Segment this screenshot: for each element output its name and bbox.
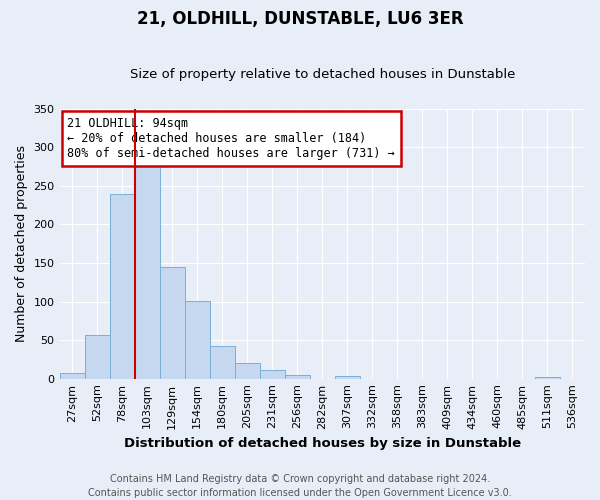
Bar	[134, 154, 160, 378]
Text: Contains HM Land Registry data © Crown copyright and database right 2024.
Contai: Contains HM Land Registry data © Crown c…	[88, 474, 512, 498]
Title: Size of property relative to detached houses in Dunstable: Size of property relative to detached ho…	[130, 68, 515, 81]
Bar	[160, 267, 185, 378]
Bar	[110, 194, 134, 378]
Bar	[235, 363, 260, 378]
Bar	[535, 377, 560, 378]
X-axis label: Distribution of detached houses by size in Dunstable: Distribution of detached houses by size …	[124, 437, 521, 450]
Bar	[285, 375, 310, 378]
Bar	[260, 370, 285, 378]
Bar	[335, 376, 360, 378]
Bar	[85, 334, 110, 378]
Text: 21 OLDHILL: 94sqm
← 20% of detached houses are smaller (184)
80% of semi-detache: 21 OLDHILL: 94sqm ← 20% of detached hous…	[67, 116, 395, 160]
Bar	[59, 372, 85, 378]
Bar	[209, 346, 235, 378]
Text: 21, OLDHILL, DUNSTABLE, LU6 3ER: 21, OLDHILL, DUNSTABLE, LU6 3ER	[137, 10, 463, 28]
Bar	[185, 300, 209, 378]
Y-axis label: Number of detached properties: Number of detached properties	[15, 145, 28, 342]
